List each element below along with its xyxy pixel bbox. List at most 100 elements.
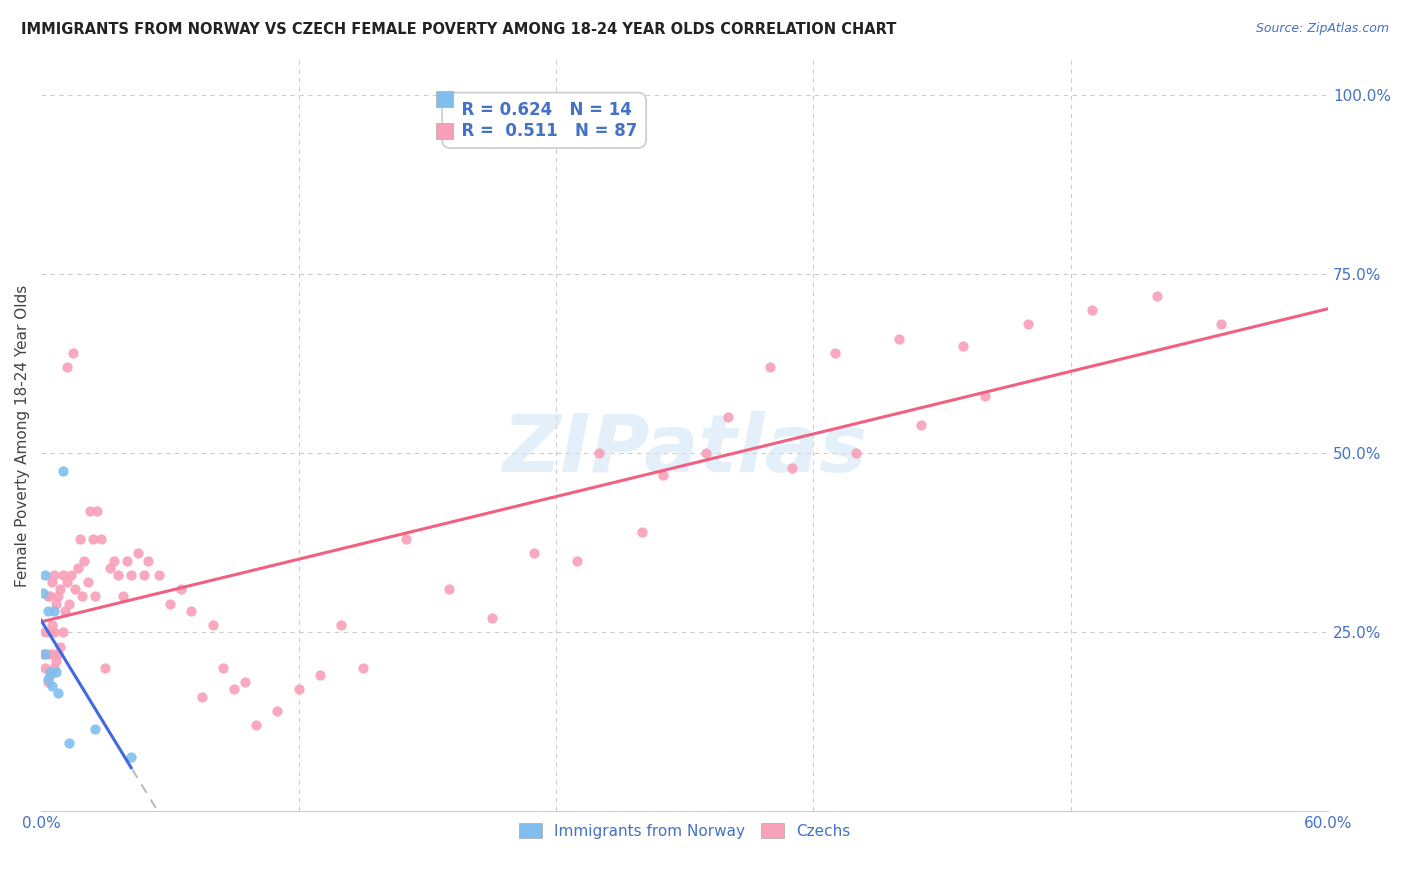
- Point: [523, 547, 546, 561]
- Point: [42, 604, 65, 618]
- Point: [77, 575, 100, 590]
- Point: [46, 686, 69, 700]
- Point: [1017, 318, 1039, 332]
- FancyBboxPatch shape: [436, 91, 453, 107]
- Point: [42, 568, 65, 582]
- Point: [111, 590, 134, 604]
- Point: [37, 675, 59, 690]
- Point: [82, 532, 104, 546]
- Point: [56, 575, 79, 590]
- Point: [159, 597, 181, 611]
- Point: [115, 554, 138, 568]
- Y-axis label: Female Poverty Among 18-24 Year Olds: Female Poverty Among 18-24 Year Olds: [15, 285, 30, 587]
- Point: [42, 625, 65, 640]
- Point: [910, 417, 932, 432]
- Point: [120, 750, 142, 764]
- Point: [41, 575, 63, 590]
- Point: [86, 503, 108, 517]
- Point: [588, 446, 610, 460]
- Point: [127, 547, 149, 561]
- Text: Source: ZipAtlas.com: Source: ZipAtlas.com: [1256, 22, 1389, 36]
- Point: [41, 647, 63, 661]
- Point: [630, 524, 652, 539]
- Point: [38, 665, 60, 679]
- Point: [58, 736, 80, 750]
- Point: [53, 604, 76, 618]
- Point: [51, 464, 73, 478]
- Point: [148, 568, 170, 582]
- Point: [37, 604, 59, 618]
- Point: [56, 360, 79, 375]
- Point: [34, 661, 56, 675]
- Point: [974, 389, 997, 403]
- Point: [58, 597, 80, 611]
- Point: [352, 661, 374, 675]
- Point: [759, 360, 782, 375]
- Point: [37, 647, 59, 661]
- Point: [98, 561, 121, 575]
- Point: [38, 590, 60, 604]
- Point: [41, 618, 63, 632]
- Point: [266, 704, 288, 718]
- Point: [233, 675, 256, 690]
- Point: [212, 661, 235, 675]
- Point: [51, 568, 73, 582]
- Point: [120, 568, 142, 582]
- Point: [309, 668, 332, 682]
- Point: [69, 532, 91, 546]
- Point: [49, 640, 72, 654]
- Point: [38, 668, 60, 682]
- Point: [330, 618, 353, 632]
- Point: [37, 672, 59, 686]
- Legend: Immigrants from Norway, Czechs: Immigrants from Norway, Czechs: [513, 817, 856, 845]
- Point: [32, 647, 55, 661]
- Point: [1081, 303, 1104, 318]
- Point: [38, 625, 60, 640]
- Point: [37, 590, 59, 604]
- Point: [952, 339, 974, 353]
- Point: [287, 682, 309, 697]
- Point: [62, 346, 84, 360]
- Point: [45, 665, 67, 679]
- Point: [66, 561, 89, 575]
- Point: [824, 346, 846, 360]
- Point: [46, 647, 69, 661]
- Point: [79, 503, 101, 517]
- Point: [34, 647, 56, 661]
- Point: [887, 332, 910, 346]
- Point: [1209, 318, 1232, 332]
- Text: R = 0.624   N = 14
  R =  0.511   N = 87: R = 0.624 N = 14 R = 0.511 N = 87: [450, 101, 638, 140]
- Point: [652, 467, 675, 482]
- Point: [845, 446, 868, 460]
- Point: [169, 582, 191, 597]
- Point: [34, 625, 56, 640]
- Point: [567, 554, 589, 568]
- Point: [83, 722, 105, 736]
- Point: [1146, 289, 1168, 303]
- Point: [32, 586, 55, 600]
- Point: [780, 460, 803, 475]
- Point: [180, 604, 202, 618]
- Point: [395, 532, 418, 546]
- Point: [51, 625, 73, 640]
- Point: [132, 568, 155, 582]
- Point: [70, 590, 93, 604]
- Text: ZIPatlas: ZIPatlas: [502, 411, 868, 490]
- Point: [46, 590, 69, 604]
- Text: IMMIGRANTS FROM NORWAY VS CZECH FEMALE POVERTY AMONG 18-24 YEAR OLDS CORRELATION: IMMIGRANTS FROM NORWAY VS CZECH FEMALE P…: [21, 22, 897, 37]
- Point: [94, 661, 117, 675]
- Point: [42, 661, 65, 675]
- Point: [60, 568, 83, 582]
- Point: [45, 654, 67, 668]
- Point: [65, 582, 87, 597]
- Point: [437, 582, 460, 597]
- Point: [716, 410, 738, 425]
- Point: [695, 446, 717, 460]
- Point: [107, 568, 129, 582]
- Point: [224, 682, 246, 697]
- Point: [73, 554, 96, 568]
- Point: [191, 690, 214, 704]
- FancyBboxPatch shape: [436, 123, 453, 138]
- Point: [201, 618, 224, 632]
- Point: [41, 679, 63, 693]
